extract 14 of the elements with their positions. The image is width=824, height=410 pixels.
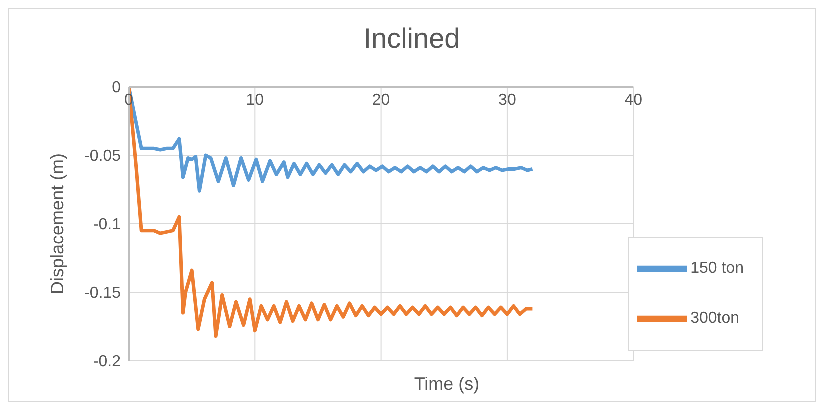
y-tick-label: -0.15 [84, 285, 122, 302]
y-tick-label: -0.05 [84, 148, 122, 166]
chart-title: Inclined [362, 23, 462, 55]
x-tick-label: 10 [246, 92, 264, 109]
legend-label: 300ton [690, 310, 740, 328]
x-tick-label: 40 [624, 92, 643, 109]
x-axis-title: Time (s) [413, 374, 481, 395]
y-tick-label: 0 [112, 80, 122, 97]
legend-label: 150 ton [690, 260, 744, 278]
y-tick-label: -0.1 [93, 216, 122, 234]
y-axis-title: Displacement (m) [47, 153, 68, 295]
x-tick-label: 20 [372, 92, 390, 109]
x-tick-label: 30 [498, 92, 516, 109]
y-tick-label: -0.2 [93, 354, 122, 371]
